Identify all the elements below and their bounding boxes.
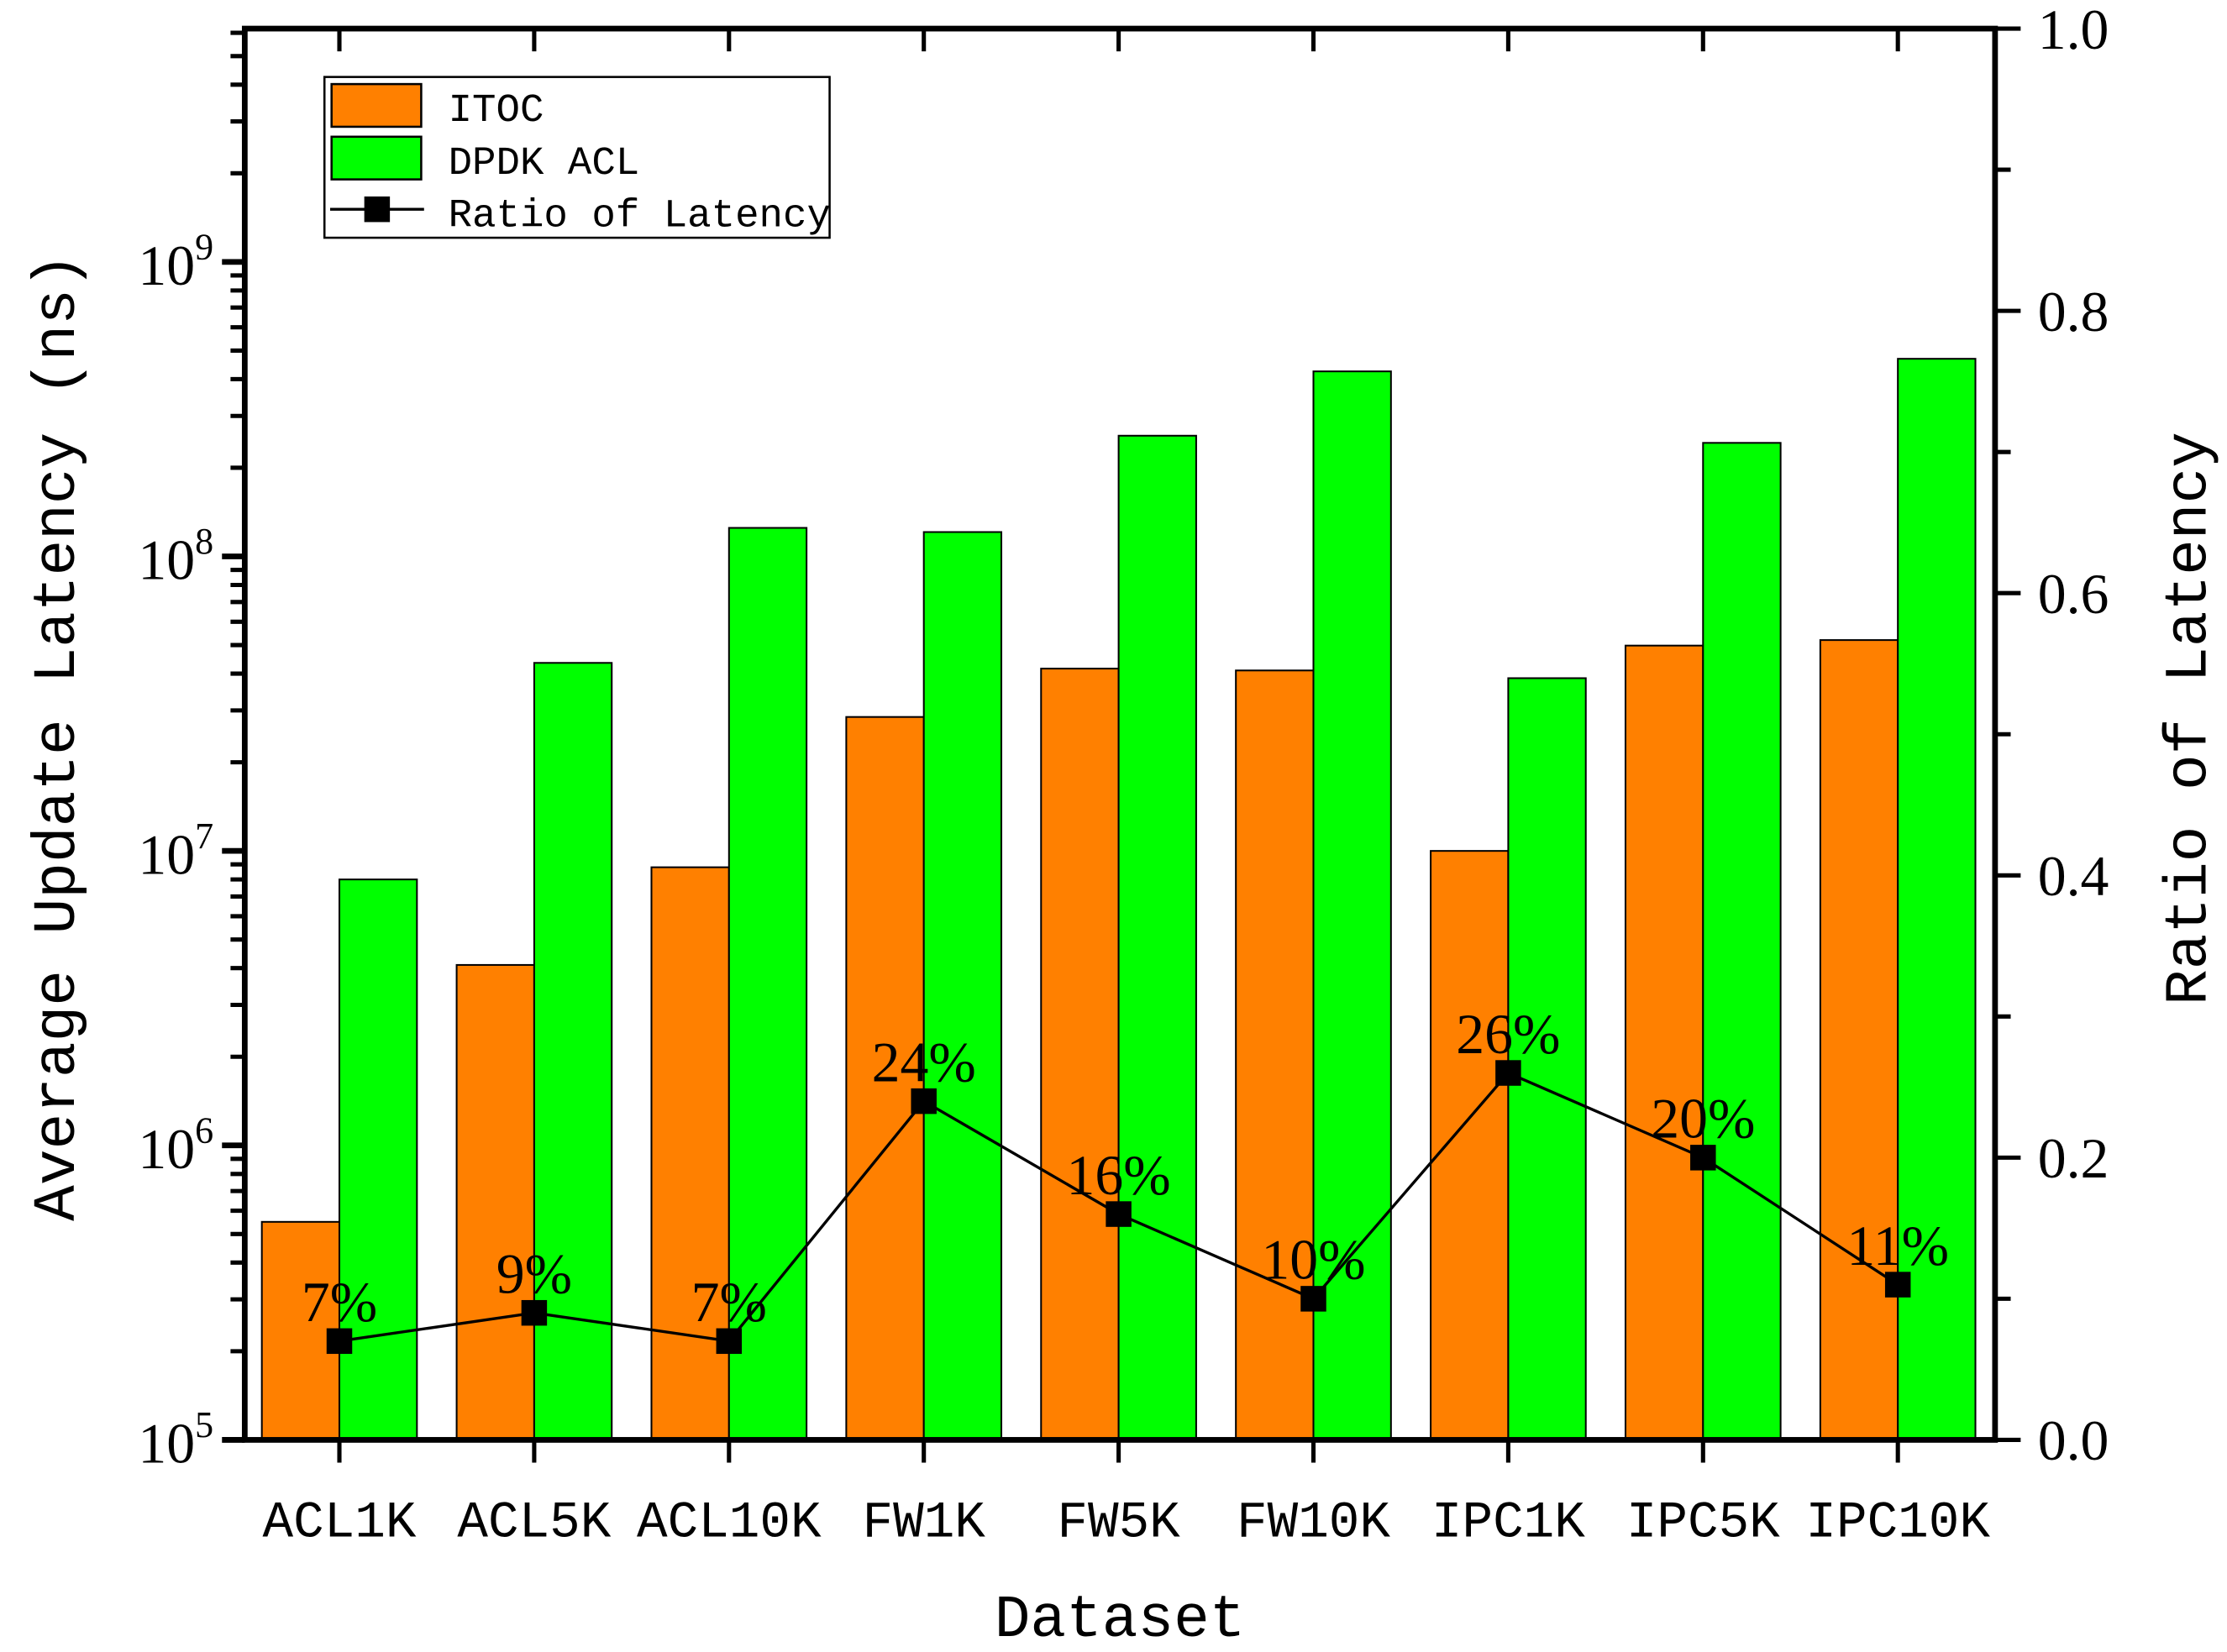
bar-dpdk-acl-acl5k <box>533 662 613 1441</box>
y-tick-exponent: 9 <box>195 227 213 268</box>
legend-label-itoc: ITOC <box>449 89 544 134</box>
x-tick-label-ipc5k: IPC5K <box>1626 1495 1780 1553</box>
ratio-data-label: 7% <box>302 1271 377 1334</box>
bar-itoc-ipc5k <box>1624 644 1704 1441</box>
legend-swatch-dpdk <box>330 135 423 181</box>
bar-dpdk-acl-acl10k <box>727 527 808 1441</box>
ratio-marker-fw10k <box>1300 1286 1326 1312</box>
x-tick-label-ipc10k: IPC10K <box>1805 1495 1990 1553</box>
legend: ITOC DPDK ACL Ratio of Latency <box>323 76 831 239</box>
ratio-marker-ipc1k <box>1495 1060 1521 1086</box>
x-axis-title: Dataset <box>995 1587 1246 1652</box>
y-tick-base: 10 <box>138 823 195 886</box>
x-tick-label-fw10k: FW10K <box>1237 1495 1390 1553</box>
bar-dpdk-acl-ipc5k <box>1702 442 1782 1441</box>
bar-dpdk-acl-fw1k <box>922 531 1003 1441</box>
legend-swatch-itoc <box>330 82 423 128</box>
y-tick-base: 10 <box>138 234 195 297</box>
ratio-data-label: 24% <box>872 1031 976 1093</box>
y2-tick-label: 0.4 <box>2038 845 2109 908</box>
y-tick-label: 109 <box>138 227 213 297</box>
bar-itoc-fw5k <box>1040 668 1120 1441</box>
legend-marker-ratio <box>364 196 391 223</box>
y-tick-base: 10 <box>138 1118 195 1181</box>
y2-axis-title: Ratio of Latency <box>2157 432 2224 1005</box>
y-tick-base: 10 <box>138 1413 195 1476</box>
bar-itoc-fw1k <box>845 716 925 1441</box>
bar-dpdk-acl-fw10k <box>1312 370 1392 1441</box>
bar-dpdk-acl-acl1k <box>338 878 418 1441</box>
ratio-marker-ipc5k <box>1690 1145 1716 1171</box>
y-tick-label: 105 <box>138 1404 213 1475</box>
legend-label-dpdk: DPDK ACL <box>449 142 640 186</box>
x-tick-label-acl5k: ACL5K <box>457 1495 611 1553</box>
y-tick-base: 10 <box>138 529 195 592</box>
x-tick-label-acl1k: ACL1K <box>263 1495 417 1553</box>
bar-dpdk-acl-ipc10k <box>1897 358 1977 1441</box>
y2-tick-label: 0.2 <box>2038 1127 2109 1190</box>
bar-dpdk-acl-fw5k <box>1117 434 1197 1441</box>
y-axis-title: Average Update Latency (ns) <box>25 253 92 1220</box>
y-tick-exponent: 5 <box>195 1404 213 1445</box>
ratio-data-label: 11% <box>1846 1214 1949 1277</box>
ratio-data-label: 10% <box>1261 1229 1365 1292</box>
bar-itoc-acl1k <box>260 1220 341 1441</box>
x-tick-label-acl10k: ACL10K <box>637 1495 822 1553</box>
y-tick-exponent: 7 <box>195 816 213 857</box>
ratio-data-label: 16% <box>1067 1144 1171 1207</box>
ratio-marker-acl10k <box>716 1328 743 1355</box>
legend-label-ratio: Ratio of Latency <box>449 195 831 239</box>
ratio-marker-ipc10k <box>1884 1272 1911 1298</box>
y-tick-label: 106 <box>138 1109 213 1180</box>
y2-tick-label: 0.6 <box>2038 563 2109 626</box>
y-tick-label: 107 <box>138 816 213 886</box>
ratio-data-label: 9% <box>496 1242 572 1305</box>
bar-itoc-ipc10k <box>1819 639 1899 1441</box>
ratio-marker-fw5k <box>1106 1201 1132 1227</box>
y2-tick-label: 0.8 <box>2038 281 2109 344</box>
y2-tick-label: 0.0 <box>2038 1409 2109 1472</box>
ratio-data-label: 26% <box>1456 1003 1560 1066</box>
x-tick-label-ipc1k: IPC1K <box>1431 1495 1585 1553</box>
y2-tick-label: 1.0 <box>2038 0 2109 61</box>
ratio-marker-acl1k <box>326 1328 353 1355</box>
bar-itoc-ipc1k <box>1430 850 1510 1441</box>
y-tick-label: 108 <box>138 521 213 591</box>
bar-dpdk-acl-ipc1k <box>1507 677 1587 1441</box>
x-tick-label-fw1k: FW1K <box>863 1495 986 1553</box>
ratio-data-label: 7% <box>691 1271 767 1334</box>
ratio-marker-acl5k <box>521 1299 548 1326</box>
y-tick-exponent: 8 <box>195 521 213 562</box>
y-tick-exponent: 6 <box>195 1109 213 1151</box>
bar-itoc-acl5k <box>455 963 535 1441</box>
ratio-data-label: 20% <box>1651 1088 1755 1151</box>
bar-itoc-acl10k <box>650 866 730 1441</box>
bar-itoc-fw10k <box>1235 669 1315 1441</box>
x-tick-label-fw5k: FW5K <box>1057 1495 1180 1553</box>
bars-layer <box>260 358 1977 1441</box>
ratio-marker-fw1k <box>911 1088 937 1114</box>
ratio-line-layer: 7% 9% 7% 24% 16% 10% 26% 20% 11% <box>302 1003 1949 1355</box>
